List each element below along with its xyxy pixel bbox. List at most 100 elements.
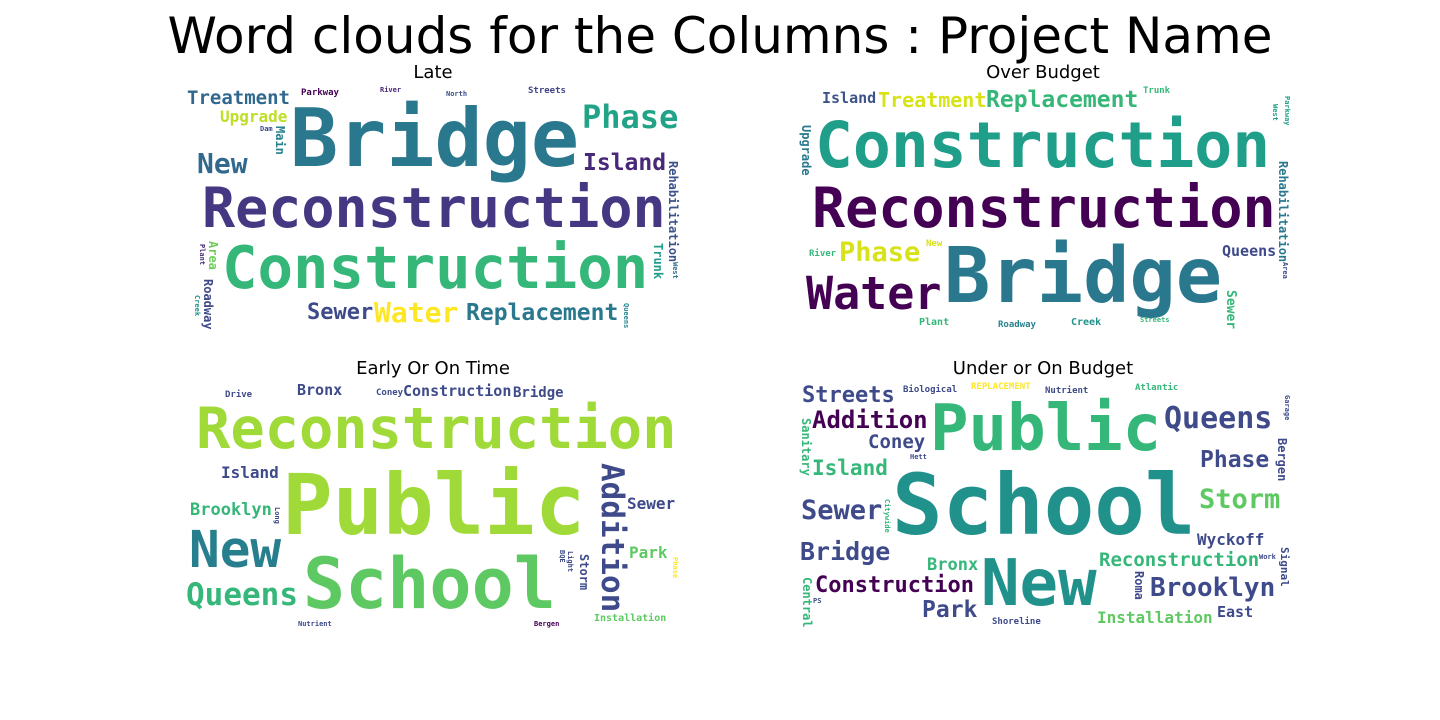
- word-reconstruction: Reconstruction: [812, 176, 1276, 240]
- word-island: Island: [812, 456, 888, 480]
- word-roadway: Roadway: [998, 320, 1036, 330]
- word-parkway: Parkway: [301, 88, 339, 98]
- word-central: Central: [800, 577, 814, 628]
- word-river: River: [809, 249, 837, 259]
- word-replacement: Replacement: [466, 300, 619, 326]
- word-rehabilitation: Rehabilitation: [666, 161, 680, 263]
- word-long: Long: [273, 507, 281, 524]
- word-water: Water: [374, 296, 459, 329]
- word-biological: Biological: [903, 385, 958, 395]
- word-drive: Drive: [225, 390, 253, 400]
- panel-over-budget: Over Budget Reconstruction Construction Br…: [795, 62, 1291, 332]
- word-queens: Queens: [186, 577, 298, 613]
- word-nutrient: Nutrient: [1045, 386, 1089, 396]
- word-brooklyn: Brooklyn: [190, 500, 272, 520]
- word-signal: Signal: [1278, 547, 1291, 587]
- word-sanitary: Sanitary: [799, 418, 813, 476]
- word-bqe: BQE: [558, 550, 566, 563]
- word-public: Public: [282, 456, 586, 554]
- word-public: Public: [930, 392, 1162, 466]
- wordcloud-late: Reconstruction Bridge Construction Phase Wat…: [185, 86, 681, 332]
- word-west: West: [671, 262, 679, 279]
- word-replacement: REPLACEMENT: [971, 382, 1031, 392]
- word-school: School: [303, 543, 556, 625]
- wordcloud-under-or-on-budget: School Public New Reconstruction Constructio…: [795, 382, 1291, 630]
- word-streets: Streets: [1140, 316, 1170, 324]
- word-island: Island: [583, 150, 667, 176]
- word-queens: Queens: [1164, 401, 1273, 436]
- word-creek: Creek: [1071, 317, 1102, 328]
- word-water: Water: [806, 267, 942, 320]
- word-phase: Phase: [671, 557, 679, 579]
- word-parkway: Parkway: [1283, 96, 1291, 126]
- word-installation: Installation: [1097, 608, 1213, 627]
- word-storm: Storm: [577, 554, 591, 591]
- word-bridge: Bridge: [800, 537, 891, 566]
- panel-title-under-or-on-budget: Under or On Budget: [952, 358, 1134, 379]
- word-plant: Plant: [198, 244, 206, 266]
- panel-title-over-budget: Over Budget: [986, 62, 1100, 83]
- word-addition: Addition: [812, 406, 928, 434]
- word-trunk: Trunk: [1143, 86, 1171, 96]
- word-new: New: [926, 239, 943, 249]
- word-shoreline: Shoreline: [992, 617, 1041, 627]
- panel-under-or-on-budget: Under or On Budget School Public New Recons…: [795, 358, 1291, 630]
- word-bridge: Bridge: [944, 232, 1223, 321]
- word-replacement: Replacement: [986, 87, 1139, 113]
- word-new: New: [981, 547, 1097, 621]
- word-east: East: [1217, 603, 1254, 621]
- word-treatment: Treatment: [187, 87, 290, 109]
- word-school: School: [892, 456, 1196, 554]
- word-construction: Construction: [403, 382, 512, 400]
- word-new: New: [189, 521, 282, 580]
- word-island: Island: [221, 463, 279, 482]
- word-sewer: Sewer: [1223, 290, 1238, 330]
- word-atlantic: Atlantic: [1135, 383, 1179, 393]
- word-citywide: Citywide: [883, 499, 891, 533]
- word-brooklyn: Brooklyn: [1150, 573, 1276, 603]
- word-queens: Queens: [1222, 242, 1277, 260]
- word-streets: Streets: [528, 86, 566, 96]
- word-bronx: Bronx: [297, 382, 343, 399]
- word-plant: Plant: [919, 317, 950, 328]
- word-construction: Construction: [815, 573, 974, 598]
- word-creek: Creek: [193, 295, 201, 317]
- word-park: Park: [922, 597, 978, 623]
- word-addition: Addition: [594, 463, 630, 613]
- word-dam: Dam: [260, 125, 273, 133]
- word-storm: Storm: [1199, 484, 1281, 515]
- word-installation: Installation: [594, 613, 667, 624]
- word-river: River: [380, 86, 402, 94]
- word-reconstruction: Reconstruction: [196, 396, 677, 462]
- word-bridge: Bridge: [290, 92, 579, 185]
- word-work: Work: [1259, 553, 1276, 561]
- panel-early-or-on-time: Early Or On Time Public School Reconstruct…: [185, 358, 681, 630]
- word-bridge: Bridge: [513, 385, 564, 401]
- wordcloud-over-budget: Reconstruction Construction Bridge Water Pha…: [795, 86, 1291, 332]
- word-roma: Roma: [1132, 571, 1146, 600]
- word-main: Main: [273, 126, 287, 155]
- panel-title-late: Late: [413, 62, 453, 83]
- word-upgrade: Upgrade: [799, 125, 813, 176]
- word-garage: Garage: [1283, 395, 1291, 421]
- word-coney: Coney: [376, 388, 404, 398]
- word-island: Island: [822, 89, 877, 107]
- word-new: New: [197, 147, 248, 180]
- word-north: North: [446, 90, 468, 98]
- word-west: West: [1271, 104, 1279, 121]
- wordcloud-early-or-on-time: Public School Reconstruction New Constructio…: [185, 382, 681, 630]
- word-bergen: Bergen: [534, 620, 560, 628]
- word-trunk: Trunk: [651, 243, 665, 280]
- word-phase: Phase: [1200, 447, 1270, 473]
- word-reconstruction: Reconstruction: [202, 176, 666, 240]
- word-bronx: Bronx: [927, 555, 979, 575]
- word-coney: Coney: [868, 431, 926, 453]
- word-ps: PS: [813, 597, 822, 605]
- panel-late: Late Reconstruction Bridge Construction Pha…: [185, 62, 681, 332]
- word-construction: Construction: [815, 109, 1271, 182]
- word-area: Area: [1281, 262, 1289, 279]
- word-streets: Streets: [802, 383, 895, 408]
- word-hett: Hett: [910, 453, 927, 461]
- panel-title-early-or-on-time: Early Or On Time: [356, 358, 510, 379]
- word-phase: Phase: [582, 98, 679, 136]
